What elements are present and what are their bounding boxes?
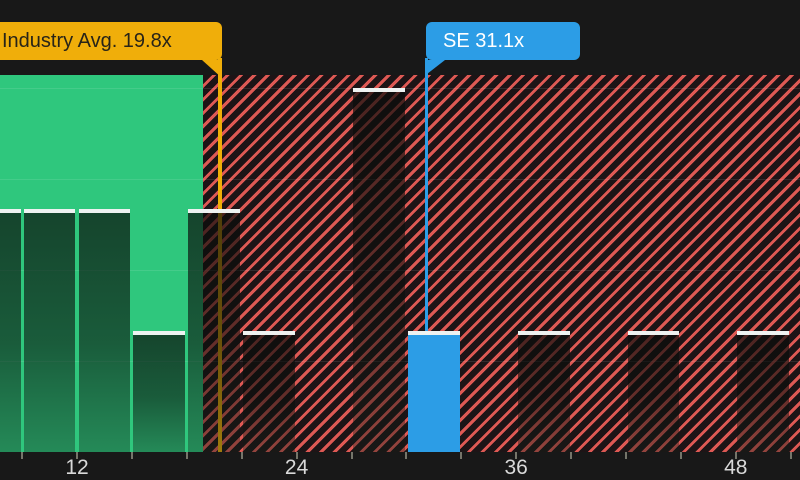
histogram-bar[interactable] <box>133 330 186 452</box>
histogram-bar[interactable] <box>23 209 76 452</box>
histogram-bar[interactable] <box>243 330 296 452</box>
company-value-marker-line <box>425 58 429 331</box>
x-axis-tick <box>130 452 133 459</box>
x-axis-tick <box>734 452 737 459</box>
above-average-hatched-region <box>203 75 800 452</box>
x-axis-label: 24 <box>284 456 309 479</box>
histogram-bar[interactable] <box>0 209 21 452</box>
x-axis-tick <box>21 452 24 459</box>
x-axis-tick <box>515 452 518 459</box>
x-axis-tick <box>460 452 463 459</box>
company-bar[interactable] <box>407 330 460 452</box>
bar-cap <box>0 209 21 214</box>
x-axis-tick <box>76 452 78 459</box>
x-axis-tick <box>625 452 627 459</box>
histogram-bar[interactable] <box>78 209 131 452</box>
bar-cap <box>517 330 570 335</box>
x-axis-label: 12 <box>65 456 89 479</box>
bar-cap <box>78 209 131 214</box>
bar-cap <box>737 330 790 335</box>
x-axis-tick <box>570 452 573 459</box>
x-axis-label: 48 <box>724 456 748 479</box>
histogram-bar[interactable] <box>517 330 570 452</box>
histogram-bar[interactable] <box>353 88 405 452</box>
histogram-bar[interactable] <box>627 330 680 452</box>
bar-cap <box>133 330 186 335</box>
company-callout-pointer <box>427 60 445 74</box>
bar-cap <box>353 88 405 93</box>
industry-avg-callout[interactable]: Industry Avg. 19.8x <box>0 22 222 78</box>
histogram-bar[interactable] <box>188 209 241 452</box>
industry-avg-callout-pointer <box>202 60 222 78</box>
x-axis-tick <box>240 452 243 459</box>
x-axis-tick <box>185 452 188 459</box>
bar-cap <box>627 330 680 335</box>
x-axis-label: 36 <box>504 456 528 479</box>
x-axis-tick <box>405 452 408 459</box>
histogram-bar[interactable] <box>737 330 790 452</box>
bar-cap <box>188 209 241 214</box>
bar-cap <box>243 330 296 335</box>
company-callout[interactable]: SE 31.1x <box>426 22 580 74</box>
bar-cap <box>407 330 460 335</box>
industry-avg-callout-label: Industry Avg. 19.8x <box>2 29 172 52</box>
x-axis-tick <box>295 452 298 459</box>
company-callout-label: SE 31.1x <box>443 29 525 52</box>
bar-cap <box>23 209 76 214</box>
x-axis-tick <box>679 452 682 459</box>
x-axis-tick <box>350 452 353 459</box>
x-axis-tick <box>789 452 792 459</box>
